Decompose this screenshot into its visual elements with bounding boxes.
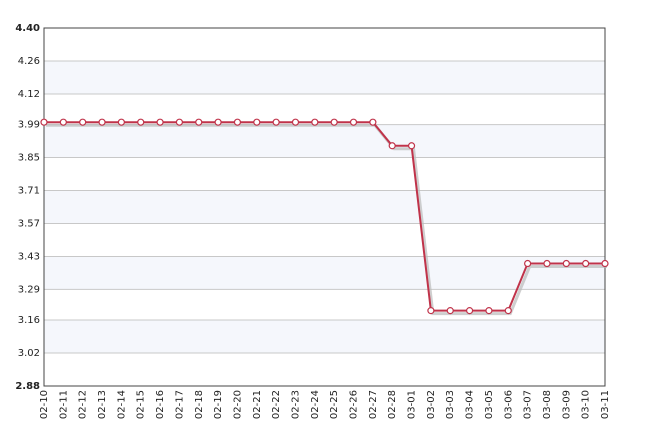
x-tick-label: 03-01 — [407, 390, 418, 419]
point — [427, 307, 435, 315]
x-tick-label: 02-17 — [174, 390, 185, 419]
point — [137, 118, 145, 126]
grid-band — [44, 124, 605, 158]
x-tick-label: 03-06 — [503, 390, 514, 419]
x-tick-label: 02-23 — [290, 390, 301, 419]
x-tick-label: 03-02 — [426, 390, 437, 419]
x-tick-label: 02-16 — [155, 390, 166, 419]
point — [272, 118, 280, 126]
point — [214, 118, 222, 126]
point — [349, 118, 358, 126]
point — [79, 118, 87, 126]
point — [195, 118, 203, 126]
x-tick-label: 02-12 — [78, 390, 89, 419]
x-tick-label: 02-27 — [368, 390, 379, 419]
x-tick-label: 03-05 — [484, 390, 495, 419]
x-tick-label: 02-11 — [58, 390, 69, 419]
y-tick-label: 3.99 — [18, 120, 40, 131]
y-tick-label: 4.12 — [18, 89, 40, 100]
point — [543, 259, 551, 268]
grid-band — [44, 256, 605, 290]
point — [524, 259, 532, 268]
y-tick-label: 4.26 — [18, 56, 40, 67]
point — [562, 259, 570, 268]
point — [407, 142, 416, 150]
point — [446, 307, 454, 315]
x-tick-label: 03-11 — [600, 390, 611, 419]
point — [601, 259, 609, 268]
y-tick-label: 3.43 — [18, 251, 40, 262]
point — [311, 118, 319, 126]
x-tick-label: 03-03 — [445, 390, 456, 419]
point — [485, 307, 493, 315]
x-tick-label: 02-14 — [116, 390, 127, 419]
x-tick-label: 03-10 — [581, 390, 592, 419]
y-tick-label: 4.40 — [15, 23, 40, 34]
grid-band — [44, 190, 605, 224]
point — [465, 307, 474, 315]
x-tick-label: 02-24 — [310, 390, 321, 419]
point — [117, 118, 125, 126]
x-tick-label: 03-08 — [542, 390, 553, 419]
x-tick-label: 02-13 — [97, 390, 108, 419]
grid-band — [44, 60, 605, 94]
y-tick-label: 3.71 — [18, 186, 40, 197]
x-tick-label: 03-09 — [561, 390, 572, 419]
y-tick-label: 3.57 — [18, 218, 40, 229]
x-tick-label: 03-04 — [465, 390, 476, 419]
x-tick-label: 02-15 — [136, 390, 147, 419]
point — [291, 118, 300, 126]
y-tick-label: 3.16 — [18, 315, 40, 326]
point — [582, 259, 590, 268]
point — [253, 118, 261, 126]
y-tick-label: 3.29 — [18, 284, 40, 295]
point — [388, 142, 396, 150]
point — [330, 118, 338, 126]
point — [156, 118, 164, 126]
x-tick-label: 02-25 — [329, 390, 340, 419]
y-tick-label: 2.88 — [15, 381, 40, 392]
x-tick-label: 02-18 — [194, 390, 205, 419]
point — [504, 307, 512, 315]
x-tick-label: 02-19 — [213, 390, 224, 419]
point — [40, 118, 48, 126]
x-tick-label: 02-28 — [387, 390, 398, 419]
point — [369, 118, 377, 126]
point — [175, 118, 184, 126]
x-tick-label: 02-20 — [232, 390, 243, 419]
x-tick-label: 02-26 — [349, 390, 360, 419]
plot-border — [43, 27, 606, 387]
point — [98, 118, 106, 126]
y-tick-label: 3.02 — [18, 348, 40, 359]
x-tick-label: 02-21 — [252, 390, 263, 419]
grid-band — [44, 320, 605, 354]
point — [59, 118, 67, 126]
y-tick-label: 3.85 — [18, 153, 40, 164]
x-tick-label: 02-10 — [39, 390, 50, 419]
x-tick-label: 03-07 — [523, 390, 534, 419]
x-tick-label: 02-22 — [271, 390, 282, 419]
point — [233, 118, 242, 126]
